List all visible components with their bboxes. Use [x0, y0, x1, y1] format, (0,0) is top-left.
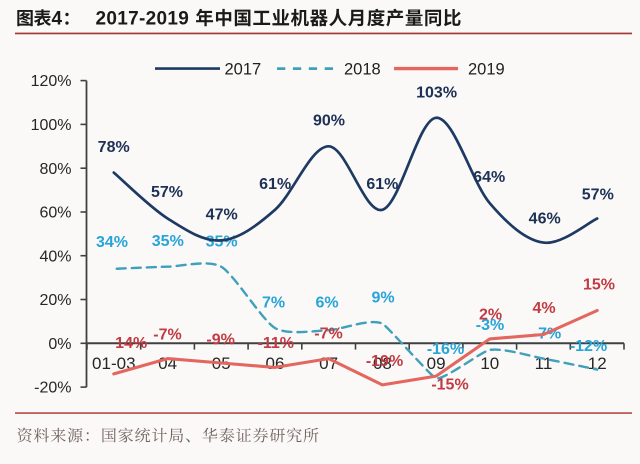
svg-text:-15%: -15%: [431, 377, 468, 394]
svg-text:-19%: -19%: [366, 353, 403, 370]
svg-text:-7%: -7%: [153, 327, 181, 344]
svg-text:-16%: -16%: [427, 341, 464, 358]
svg-text:14%: 14%: [115, 335, 147, 352]
svg-text:6%: 6%: [315, 295, 338, 312]
svg-text:78%: 78%: [98, 139, 130, 156]
svg-text:61%: 61%: [259, 176, 291, 193]
svg-text:10: 10: [480, 354, 499, 373]
svg-text:2019: 2019: [468, 61, 505, 79]
svg-text:35%: 35%: [206, 234, 238, 251]
svg-text:-9%: -9%: [206, 332, 234, 349]
svg-text:2017: 2017: [225, 61, 262, 79]
svg-text:-12%: -12%: [570, 338, 607, 355]
svg-text:15%: 15%: [583, 277, 615, 294]
svg-text:2018: 2018: [344, 61, 381, 79]
svg-text:01-03: 01-03: [92, 354, 135, 373]
svg-text:2017-2019: 2017-2019: [96, 9, 190, 30]
svg-text:08: 08: [373, 354, 392, 373]
svg-text:2%: 2%: [479, 307, 502, 324]
svg-text:-20%: -20%: [34, 380, 71, 397]
svg-text:0%: 0%: [48, 336, 71, 353]
svg-text:7%: 7%: [262, 295, 285, 312]
svg-text:120%: 120%: [31, 73, 72, 90]
svg-text:09: 09: [427, 354, 446, 373]
svg-text:103%: 103%: [416, 85, 457, 102]
svg-text:40%: 40%: [39, 248, 71, 265]
svg-text:57%: 57%: [151, 184, 183, 201]
svg-text:4%: 4%: [532, 300, 555, 317]
svg-text:35%: 35%: [152, 233, 184, 250]
svg-text:12: 12: [588, 354, 607, 373]
svg-text:-7%: -7%: [314, 326, 342, 343]
svg-text:20%: 20%: [39, 292, 71, 309]
svg-text:60%: 60%: [39, 205, 71, 222]
svg-text:47%: 47%: [206, 206, 238, 223]
svg-text:46%: 46%: [529, 211, 561, 228]
svg-text:-11%: -11%: [258, 335, 294, 352]
svg-text:34%: 34%: [96, 234, 128, 251]
svg-text:4: 4: [52, 9, 63, 30]
svg-text:80%: 80%: [39, 161, 71, 178]
svg-text:90%: 90%: [313, 112, 345, 129]
svg-text:9%: 9%: [371, 290, 394, 307]
svg-text:06: 06: [266, 354, 285, 373]
svg-text:100%: 100%: [31, 117, 72, 134]
svg-text:64%: 64%: [473, 169, 505, 186]
svg-text:-3%: -3%: [476, 317, 504, 334]
svg-text:04: 04: [158, 354, 177, 373]
svg-text:57%: 57%: [582, 186, 614, 203]
svg-text:61%: 61%: [366, 176, 398, 193]
